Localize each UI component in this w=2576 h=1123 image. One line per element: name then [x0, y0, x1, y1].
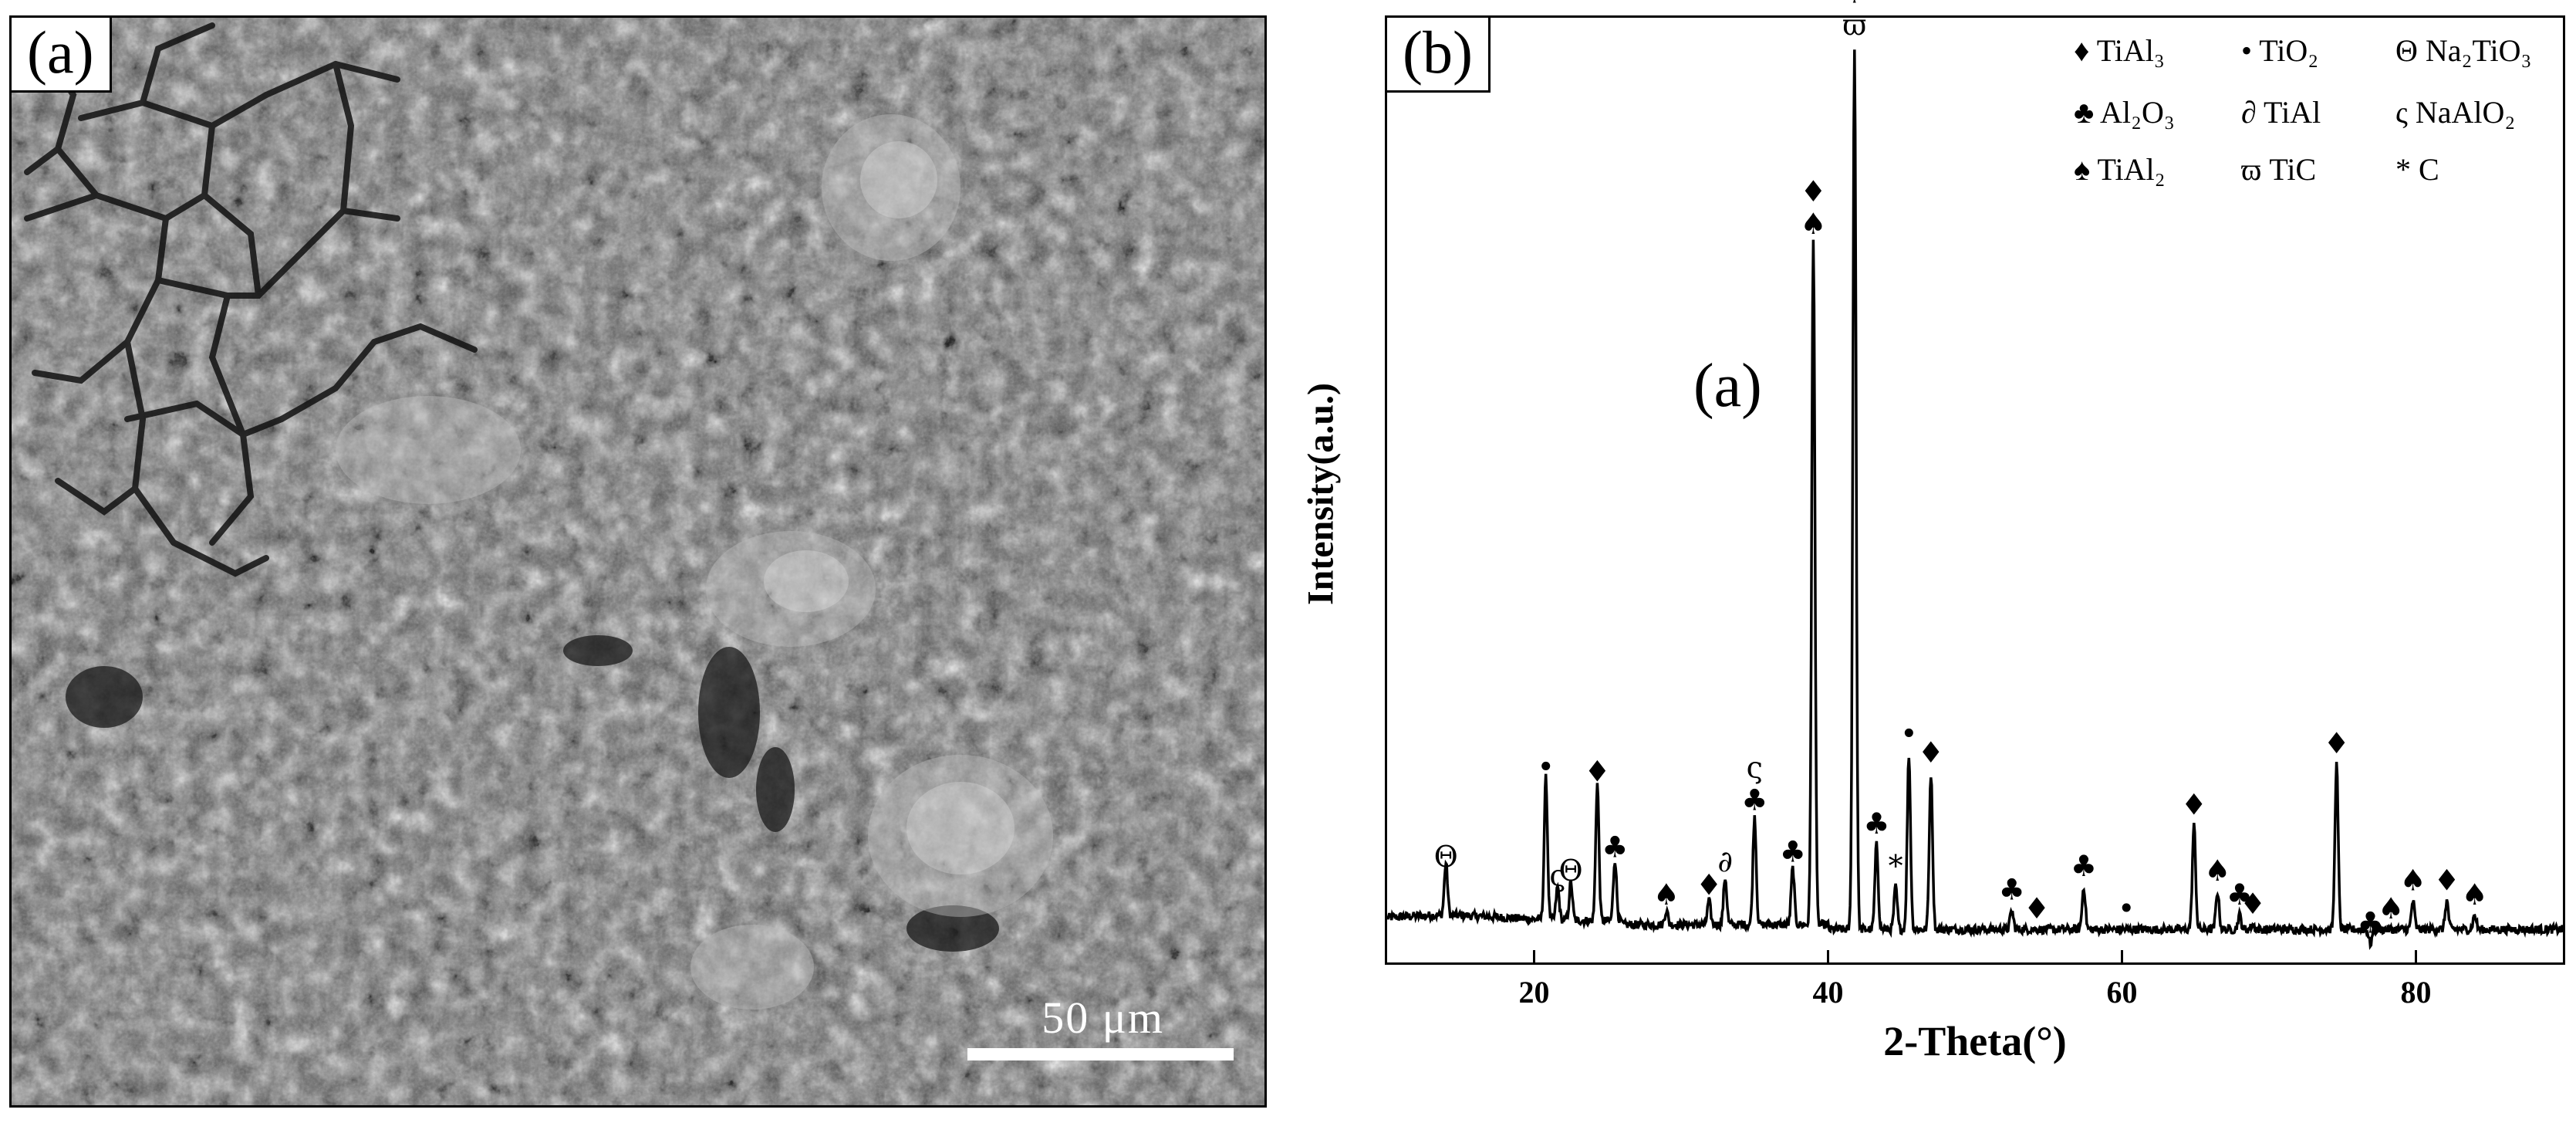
xrd-chart-frame: (b) [1385, 15, 2565, 965]
x-tick-label-40: 40 [1812, 975, 1844, 1010]
peak-marker: ♦ [2024, 891, 2050, 925]
peak-marker: ♠ [2462, 878, 2488, 912]
legend-item: ς NaAlO₂ [2395, 95, 2516, 130]
peak-marker: • [1538, 750, 1555, 784]
scale-bar [967, 1048, 1234, 1060]
peak-marker: ♣ [1999, 873, 2025, 907]
legend-item: ϖ TiC [2241, 152, 2317, 187]
peak-marker: ♠ [2400, 863, 2426, 897]
peak-marker: ♠ [1800, 207, 1826, 241]
peak-marker: ♣ [1780, 835, 1806, 869]
peak-marker: ♦ [1918, 736, 1944, 770]
legend-item: * C [2395, 152, 2439, 187]
peak-marker: ♠ [1653, 878, 1680, 912]
legend-item: ♦ TiAl₃ [2074, 33, 2165, 68]
peak-marker: ♠ [2204, 854, 2230, 888]
sem-micrograph: (a) 50 μm [9, 15, 1267, 1108]
peak-marker: Θ [1559, 854, 1583, 888]
x-tick-label-80: 80 [2400, 975, 2432, 1010]
peak-marker: Θ [1434, 840, 1458, 874]
pattern-label: (a) [1693, 352, 1762, 420]
x-axis-ticks [1533, 950, 2417, 962]
scale-bar-text: 50 μm [1042, 993, 1164, 1043]
peak-marker: • [2118, 891, 2135, 925]
peak-marker: ♣ [1842, 0, 1868, 10]
peak-marker: ♦ [2324, 726, 2350, 760]
peak-marker: ♣ [2071, 849, 2097, 883]
legend-item: ♣ Al₂O₃ [2074, 95, 2175, 130]
x-axis-label: 2-Theta(°) [1883, 1018, 2067, 1064]
peak-marker: ♣ [1741, 783, 1767, 817]
sem-texture [12, 18, 1264, 1105]
legend-item: ∂ TiAl [2241, 95, 2321, 130]
peak-marker: ♣ [1863, 807, 1889, 841]
peak-marker: ♣ [1602, 830, 1628, 864]
peak-marker: ϖ [1842, 8, 1866, 42]
peak-marker: ♦ [2240, 887, 2266, 921]
y-axis-label: Intensity(a.u.) [1300, 382, 1342, 606]
x-tick-label-20: 20 [1518, 975, 1550, 1010]
peak-marker: * [1889, 849, 1903, 883]
peak-marker: ♦ [1696, 868, 1722, 902]
sem-panel-label: (a) [12, 18, 112, 93]
peak-marker: ♦ [2181, 788, 2207, 822]
peak-marker: ς [1747, 750, 1763, 784]
peak-marker: • [1900, 717, 1917, 751]
legend-item: ♠ TiAl₂ [2074, 152, 2166, 187]
xrd-pattern-line [1386, 49, 2564, 950]
peak-markers: Θ•ςΘ♦♣♠♦∂♣ς♣♠♦ϖ♣♣*•♦♣♦♣•♦♠♣♦♦♣♠♠♦♠ [1434, 0, 2488, 940]
peak-marker: ♦ [1800, 174, 1826, 208]
peak-marker: ♦ [2433, 863, 2460, 897]
peak-marker: ♠ [2378, 891, 2404, 925]
x-tick-label-60: 60 [2106, 975, 2138, 1010]
peak-marker: ♦ [1584, 755, 1610, 789]
peak-marker: ♣ [2357, 906, 2383, 940]
peak-marker: ∂ [1717, 844, 1733, 878]
legend-item: Θ Na₂TiO₃ [2395, 33, 2532, 68]
peak-marker: ς [1549, 858, 1565, 892]
peak-marker: ♣ [2227, 878, 2253, 912]
legend-item: • TiO₂ [2241, 33, 2319, 68]
xrd-panel-label: (b) [1385, 15, 1491, 93]
